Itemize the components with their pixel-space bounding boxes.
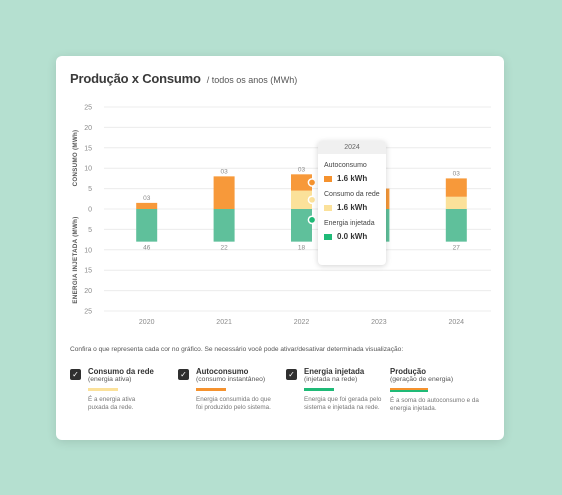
swatch-icon	[324, 233, 332, 240]
bar-energia-injetada	[445, 209, 467, 242]
y-tick-label: 20	[84, 288, 92, 295]
bar-top-label: 03	[298, 166, 306, 173]
marker-consumo-rede	[307, 195, 317, 205]
bar-energia-injetada	[213, 209, 235, 242]
tooltip-year: 2024	[318, 141, 386, 154]
marker-autoconsumo	[307, 178, 317, 187]
tooltip-label: Consumo da rede	[324, 191, 380, 198]
tooltip-value: 1.6 kWh	[337, 174, 368, 183]
tooltip-value: 0.0 kWh	[337, 232, 368, 241]
chart-card: Produção x Consumo / todos os anos (MWh) …	[56, 56, 504, 440]
y-tick-label: 25	[84, 309, 92, 316]
x-tick-label: 2022	[294, 319, 310, 326]
x-tick-label: 2021	[216, 319, 232, 326]
bar-energia-injetada	[136, 209, 158, 242]
legend-note: Confira o que representa cada cor no grá…	[70, 346, 404, 353]
swatch-icon	[324, 175, 332, 182]
tooltip-value: 1.6 kWh	[337, 203, 368, 212]
y-tick-label: 15	[84, 145, 92, 152]
y-tick-label: 15	[84, 268, 92, 275]
tooltip-item-autoconsumo: Autoconsumo 1.6 kWh	[318, 162, 386, 183]
legend-description: É a energia ativa puxada da rede.	[88, 396, 136, 411]
bar-autoconsumo	[445, 178, 467, 197]
y-axis-title-top: CONSUMO (MWh)	[72, 130, 79, 187]
legend-subtitle: (energia ativa)	[88, 376, 132, 383]
checkbox-checked-icon[interactable]: ✓	[70, 369, 81, 380]
bar-autoconsumo	[291, 174, 312, 191]
bar-autoconsumo	[213, 176, 235, 209]
y-tick-label: 10	[84, 166, 92, 173]
chart-subtitle: / todos os anos (MWh)	[206, 75, 298, 85]
legend-description: Energia consumida do que foi produzido p…	[196, 396, 271, 411]
y-tick-label: 25	[84, 105, 92, 112]
marker-energia-injetada	[307, 215, 317, 225]
legend-title: Produção	[390, 367, 426, 376]
x-tick-label: 2020	[139, 319, 155, 326]
legend-line	[88, 388, 118, 391]
legend-title: Consumo da rede	[88, 367, 154, 376]
x-tick-label: 2024	[449, 319, 465, 326]
bar-chart: 25 20 15 10 5 0 5 10 15 20 25 CONSUMO (MWh) ENERGIA …	[72, 105, 491, 326]
bar-top-label: 03	[453, 170, 461, 177]
x-tick-label: 2023	[371, 319, 387, 326]
bar-top-label: 03	[143, 195, 151, 202]
y-tick-label: 0	[88, 207, 92, 214]
bar-autoconsumo	[136, 202, 158, 209]
checkbox-checked-icon[interactable]: ✓	[178, 369, 189, 380]
legend-description: É a soma do autoconsumo e da energia inj…	[390, 397, 479, 412]
title-row: Produção x Consumo / todos os anos (MWh)	[70, 70, 297, 88]
legend-line	[390, 388, 428, 392]
bar-bottom-label: 18	[298, 245, 306, 252]
legend-subtitle: (consumo instantâneo)	[196, 376, 266, 383]
legend-description: Energia que foi gerada pelo sistema e in…	[304, 396, 382, 411]
legend-subtitle: (injetada na rede)	[304, 376, 358, 383]
tooltip-item-consumo-rede: Consumo da rede 1.6 kWh	[318, 191, 386, 212]
bar-consumo-rede	[445, 196, 467, 209]
legend-title: Autoconsumo	[196, 367, 249, 376]
bar-bottom-label: 46	[143, 245, 151, 252]
y-tick-label: 5	[88, 186, 92, 193]
bar-consumo-rede	[291, 190, 312, 209]
y-axis-title-bottom: ENERGIA INJETADA (MWh)	[72, 216, 79, 303]
tooltip: 2024 Autoconsumo 1.6 kWh Consumo da rede…	[318, 141, 386, 265]
swatch-icon	[324, 204, 332, 211]
tooltip-label: Autoconsumo	[324, 162, 367, 169]
legend-title: Energia injetada	[304, 367, 365, 376]
tooltip-item-energia-injetada: Energia injetada 0.0 kWh	[318, 220, 386, 241]
bar-bottom-label: 27	[453, 245, 461, 252]
bar-top-label: 03	[220, 168, 228, 175]
checkbox-checked-icon[interactable]: ✓	[286, 369, 297, 380]
y-tick-label: 10	[84, 247, 92, 254]
legend-line	[196, 388, 226, 391]
bar-energia-injetada	[291, 209, 312, 242]
y-tick-label: 20	[84, 125, 92, 132]
y-tick-label: 5	[88, 227, 92, 234]
tooltip-label: Energia injetada	[324, 220, 375, 227]
legend-subtitle: (geração de energia)	[390, 376, 454, 383]
legend-line	[304, 388, 334, 391]
chart-title: Produção x Consumo	[70, 71, 201, 86]
bar-bottom-label: 22	[220, 245, 228, 252]
